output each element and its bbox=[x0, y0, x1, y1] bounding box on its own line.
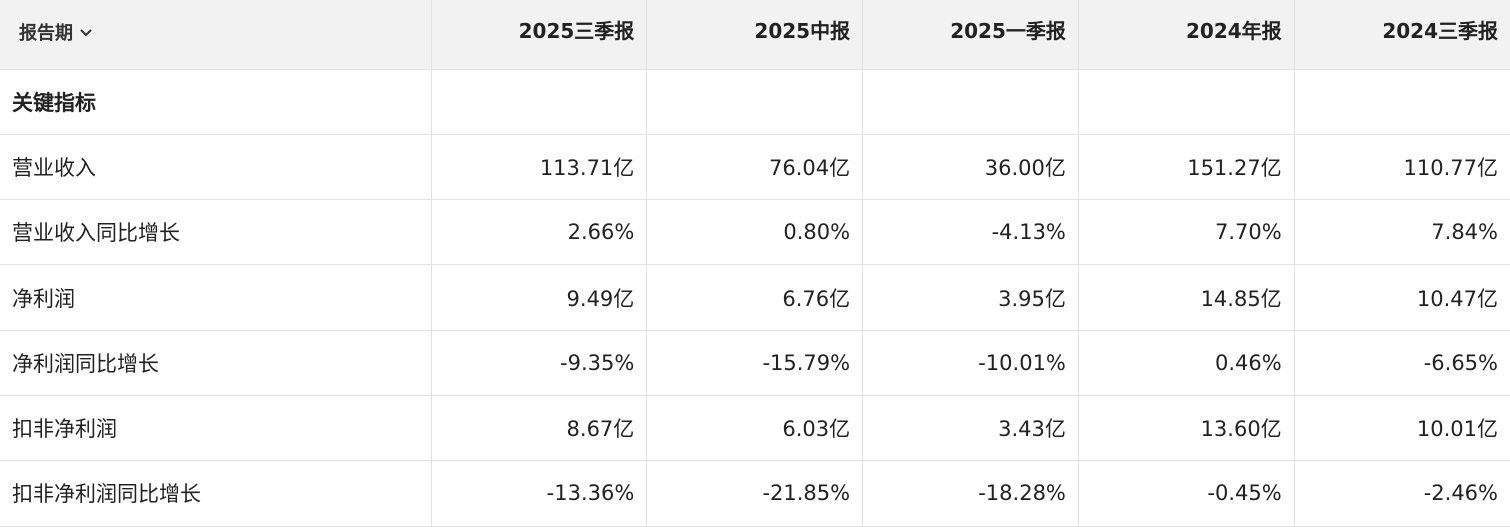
table-cell: 7.70% bbox=[1078, 199, 1295, 266]
column-header: 2024三季报 bbox=[1294, 0, 1510, 70]
row-label: 扣非净利润 bbox=[0, 395, 432, 462]
table-cell: -18.28% bbox=[862, 460, 1079, 527]
table-row: 扣非净利润 8.67亿 6.03亿 3.43亿 13.60亿 10.01亿 bbox=[0, 395, 1510, 462]
table-row: 净利润 9.49亿 6.76亿 3.95亿 14.85亿 10.47亿 bbox=[0, 264, 1510, 331]
table-cell: 6.76亿 bbox=[646, 264, 864, 331]
table-cell: -21.85% bbox=[646, 460, 864, 527]
table-cell: -15.79% bbox=[646, 330, 864, 396]
chevron-down-icon bbox=[79, 22, 93, 43]
table-cell: 0.46% bbox=[1078, 330, 1295, 396]
table-cell: 113.71亿 bbox=[431, 134, 648, 201]
row-label: 净利润同比增长 bbox=[0, 330, 432, 396]
section-row: 关键指标 bbox=[0, 69, 1510, 135]
table-cell: 14.85亿 bbox=[1078, 264, 1295, 331]
table-row: 净利润同比增长 -9.35% -15.79% -10.01% 0.46% -6.… bbox=[0, 330, 1510, 396]
table-cell: 2.66% bbox=[431, 199, 648, 266]
table-cell: -0.45% bbox=[1078, 460, 1295, 527]
table-cell: -10.01% bbox=[862, 330, 1079, 396]
table-cell bbox=[646, 69, 864, 135]
section-title: 关键指标 bbox=[0, 69, 432, 135]
table-cell: 10.47亿 bbox=[1294, 264, 1510, 331]
table-cell: -9.35% bbox=[431, 330, 648, 396]
column-header: 2025三季报 bbox=[431, 0, 648, 70]
table-cell: 36.00亿 bbox=[862, 134, 1079, 201]
column-header: 2024年报 bbox=[1078, 0, 1295, 70]
table-cell bbox=[1294, 69, 1510, 135]
table-cell: 13.60亿 bbox=[1078, 395, 1295, 462]
table-cell: 9.49亿 bbox=[431, 264, 648, 331]
table-cell: 110.77亿 bbox=[1294, 134, 1510, 201]
table-row: 营业收入 113.71亿 76.04亿 36.00亿 151.27亿 110.7… bbox=[0, 134, 1510, 201]
table-cell: -6.65% bbox=[1294, 330, 1510, 396]
row-label: 扣非净利润同比增长 bbox=[0, 460, 432, 527]
table-cell: 151.27亿 bbox=[1078, 134, 1295, 201]
table-cell: -13.36% bbox=[431, 460, 648, 527]
row-label: 营业收入 bbox=[0, 134, 432, 201]
table-cell: 6.03亿 bbox=[646, 395, 864, 462]
column-header: 2025中报 bbox=[646, 0, 864, 70]
table-cell: 3.95亿 bbox=[862, 264, 1079, 331]
table-row: 营业收入同比增长 2.66% 0.80% -4.13% 7.70% 7.84% bbox=[0, 199, 1510, 266]
table-cell: 10.01亿 bbox=[1294, 395, 1510, 462]
table-cell: -2.46% bbox=[1294, 460, 1510, 527]
table-cell bbox=[431, 69, 648, 135]
table-cell: 76.04亿 bbox=[646, 134, 864, 201]
table-cell: 7.84% bbox=[1294, 199, 1510, 266]
table-row: 扣非净利润同比增长 -13.36% -21.85% -18.28% -0.45%… bbox=[0, 460, 1510, 527]
row-label: 营业收入同比增长 bbox=[0, 199, 432, 266]
report-period-label: 报告期 bbox=[19, 23, 73, 44]
table-cell bbox=[1078, 69, 1295, 135]
table-cell: -4.13% bbox=[862, 199, 1079, 266]
column-header: 2025一季报 bbox=[862, 0, 1079, 70]
report-period-dropdown[interactable]: 报告期 bbox=[0, 0, 432, 70]
table-cell bbox=[862, 69, 1079, 135]
table-cell: 3.43亿 bbox=[862, 395, 1079, 462]
row-label: 净利润 bbox=[0, 264, 432, 331]
table-cell: 0.80% bbox=[646, 199, 864, 266]
table-header-row: 报告期 2025三季报 2025中报 2025一季报 2024年报 2024三季… bbox=[0, 0, 1510, 70]
table-cell: 8.67亿 bbox=[431, 395, 648, 462]
